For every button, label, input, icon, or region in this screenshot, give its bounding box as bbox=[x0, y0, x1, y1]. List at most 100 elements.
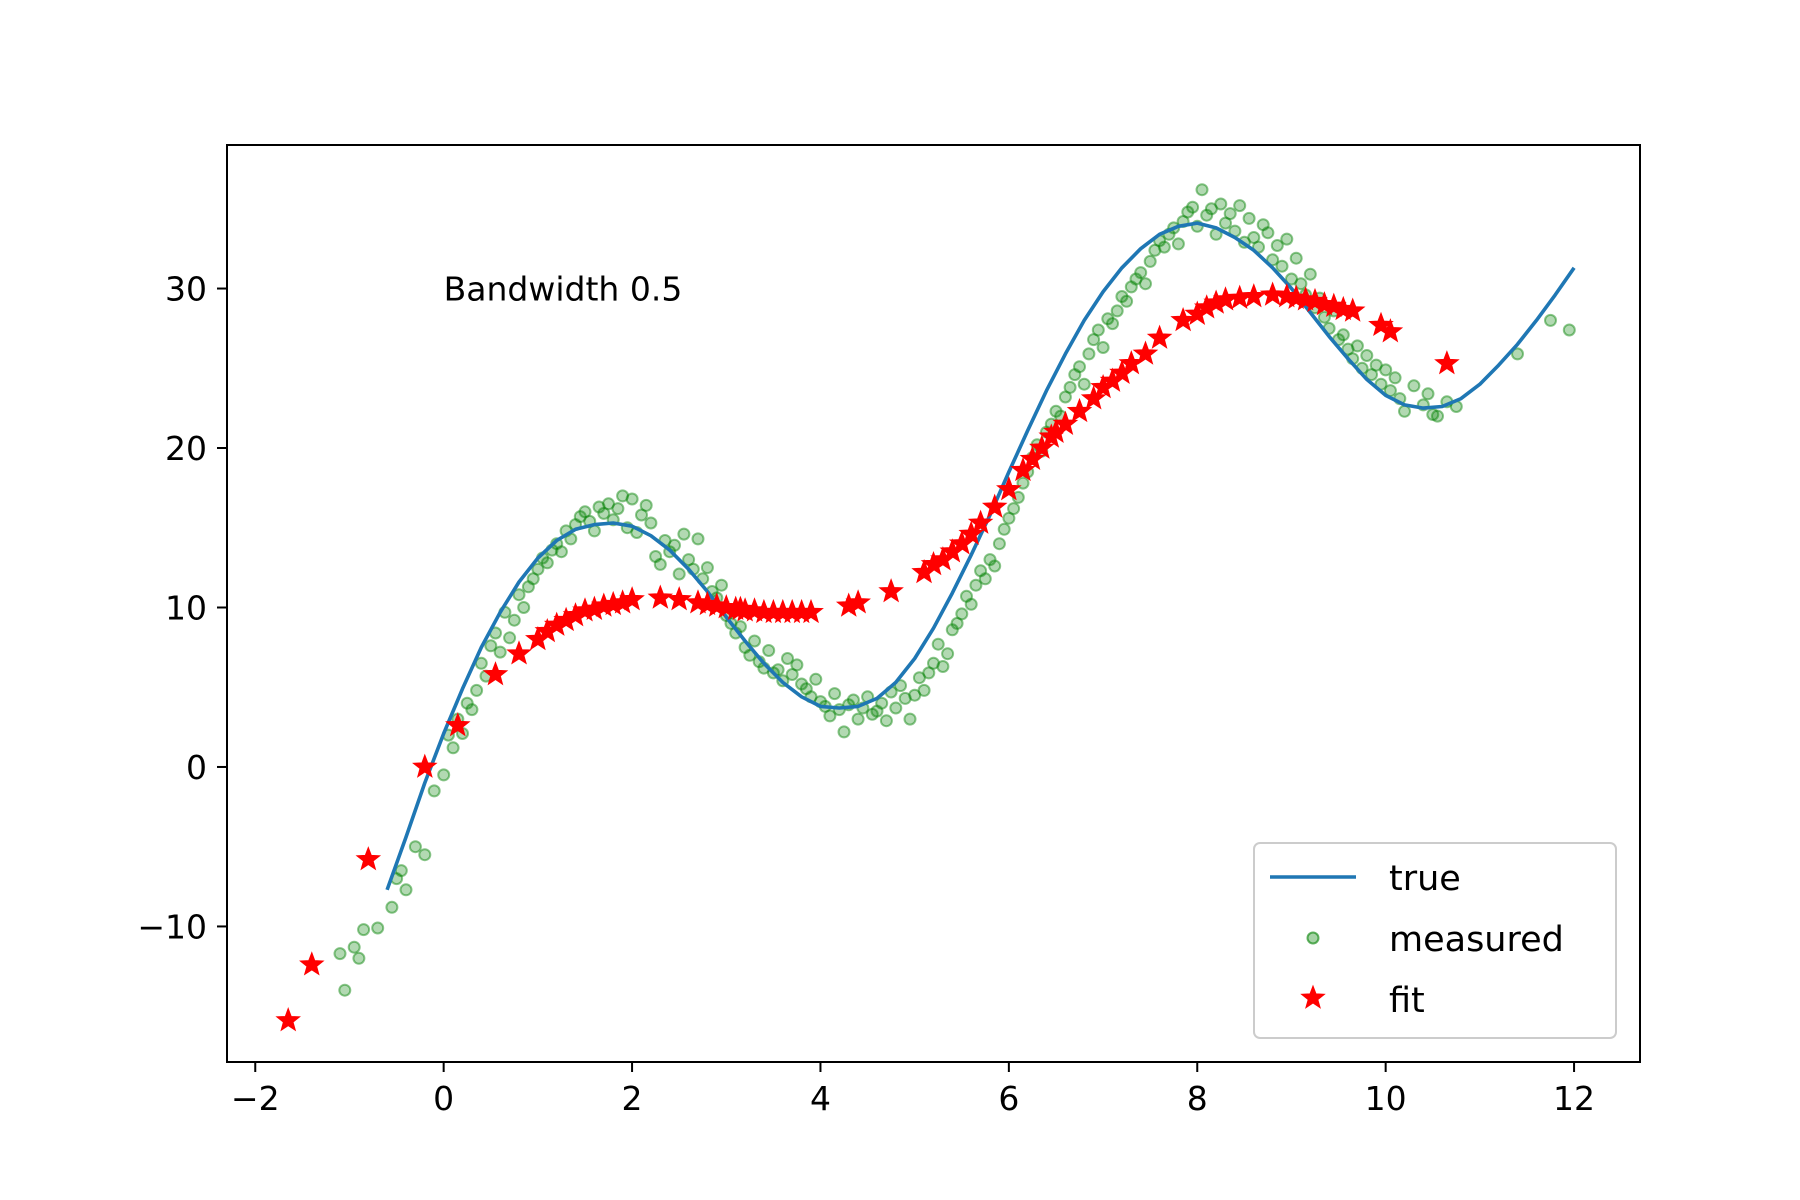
measured-point bbox=[1214, 197, 1228, 211]
fit-point bbox=[506, 640, 532, 665]
measured-point bbox=[531, 562, 545, 576]
measured-point bbox=[715, 578, 728, 592]
measured-point bbox=[748, 634, 761, 648]
measured-point bbox=[927, 656, 940, 670]
legend-measured-swatch bbox=[1306, 931, 1320, 945]
measured-point bbox=[1350, 339, 1364, 353]
measured-point bbox=[357, 923, 371, 937]
measured-point bbox=[1233, 199, 1247, 213]
measured-point bbox=[898, 691, 912, 705]
legend: true measured fit bbox=[1253, 842, 1617, 1039]
y-tick-label: 20 bbox=[165, 429, 207, 468]
measured-point bbox=[1407, 379, 1421, 393]
measured-point bbox=[385, 900, 399, 914]
measured-point bbox=[1341, 342, 1355, 356]
true-series-line bbox=[385, 221, 1576, 891]
measured-point bbox=[338, 983, 352, 997]
legend-label-true: true bbox=[1389, 859, 1461, 899]
measured-point bbox=[578, 505, 592, 519]
fit-point bbox=[445, 712, 471, 737]
measured-point bbox=[1082, 347, 1096, 361]
measured-point bbox=[1261, 226, 1275, 240]
measured-point bbox=[889, 701, 903, 715]
fit-point bbox=[1259, 281, 1286, 306]
x-tick-label: 4 bbox=[810, 1079, 831, 1118]
measured-point bbox=[639, 498, 653, 512]
fit-point bbox=[482, 661, 509, 686]
fit-point bbox=[981, 493, 1008, 518]
fit-point bbox=[666, 586, 692, 611]
measured-point bbox=[597, 506, 611, 520]
measured-point bbox=[1285, 272, 1298, 286]
measured-point bbox=[427, 784, 441, 798]
measured-point bbox=[762, 644, 776, 657]
fit-point bbox=[996, 476, 1022, 501]
fit-point bbox=[1146, 324, 1173, 349]
fit-point bbox=[1029, 434, 1055, 459]
measured-point bbox=[1129, 272, 1143, 286]
measured-point bbox=[1049, 404, 1063, 418]
measured-point bbox=[394, 864, 408, 878]
measured-point bbox=[503, 631, 517, 645]
plot-area bbox=[275, 183, 1576, 1032]
measured-point bbox=[870, 704, 884, 718]
axes-frame bbox=[226, 144, 1641, 1063]
y-tick-label: 0 bbox=[186, 748, 207, 787]
measured-point bbox=[1398, 404, 1411, 418]
measured-point bbox=[875, 696, 889, 710]
fit-point bbox=[1019, 445, 1046, 471]
x-tick-label: 10 bbox=[1365, 1079, 1407, 1118]
measured-point bbox=[437, 768, 451, 782]
measured-point bbox=[333, 947, 347, 961]
fit-point bbox=[275, 1007, 301, 1032]
fit-series bbox=[275, 281, 1460, 1032]
measured-point bbox=[682, 553, 696, 567]
measured-point bbox=[554, 545, 568, 559]
y-tick-label: 30 bbox=[165, 270, 207, 309]
measured-point bbox=[1421, 387, 1435, 401]
measured-point bbox=[1219, 216, 1232, 230]
measured-point bbox=[1200, 208, 1214, 222]
measured-point bbox=[917, 683, 931, 697]
measured-point bbox=[983, 553, 997, 567]
measured-point bbox=[790, 658, 804, 672]
measured-point bbox=[1091, 323, 1105, 337]
x-tick-label: 8 bbox=[1187, 1079, 1208, 1118]
fit-point bbox=[798, 598, 824, 624]
measured-point bbox=[521, 580, 535, 594]
measured-point bbox=[1096, 341, 1110, 354]
measured-point bbox=[507, 613, 521, 627]
measured-point bbox=[1562, 323, 1576, 337]
measured-point bbox=[1336, 328, 1350, 342]
measured-point bbox=[828, 687, 842, 701]
measured-point bbox=[997, 522, 1011, 536]
y-tick-label: 10 bbox=[165, 588, 207, 627]
measured-point bbox=[540, 556, 554, 570]
fit-point bbox=[1377, 318, 1404, 343]
fit-point bbox=[845, 589, 871, 614]
measured-point bbox=[785, 668, 799, 681]
measured-point bbox=[408, 840, 422, 854]
measured-point bbox=[616, 489, 630, 503]
measured-point bbox=[781, 652, 794, 665]
measured-point bbox=[668, 538, 681, 552]
measured-point bbox=[1181, 205, 1195, 219]
measured-point bbox=[950, 616, 964, 630]
measured-point bbox=[1431, 409, 1444, 423]
measured-point bbox=[611, 502, 625, 516]
measured-point bbox=[974, 564, 988, 578]
x-tick-label: 6 bbox=[998, 1079, 1019, 1118]
measured-point bbox=[635, 508, 648, 522]
measured-point bbox=[945, 623, 959, 637]
measured-point bbox=[1077, 377, 1091, 391]
measured-point bbox=[846, 693, 860, 707]
measured-point bbox=[1148, 243, 1162, 257]
measured-point bbox=[371, 921, 385, 935]
measured-point bbox=[1242, 211, 1256, 225]
measured-point bbox=[700, 561, 714, 575]
measured-point bbox=[1280, 232, 1294, 246]
measured-point bbox=[517, 601, 531, 614]
measured-point bbox=[1379, 363, 1393, 377]
fit-point bbox=[1080, 385, 1107, 410]
